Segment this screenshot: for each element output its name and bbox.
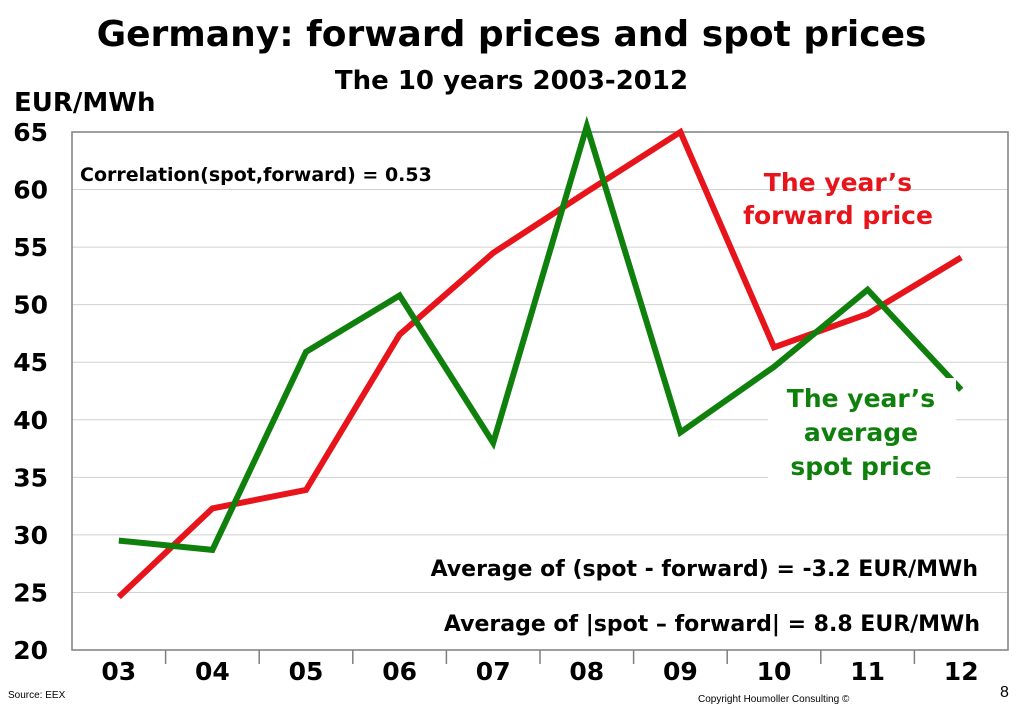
page-number: 8 xyxy=(1000,684,1009,701)
forward-series-label: The year’s forward price xyxy=(743,168,933,230)
x-tick-label: 06 xyxy=(382,657,417,686)
spot-series-label: The year’s average spot price xyxy=(787,384,935,481)
x-tick-label: 05 xyxy=(289,657,324,686)
spot-label-background xyxy=(768,378,956,484)
y-tick-label: 60 xyxy=(13,176,48,205)
spot-label-line: spot price xyxy=(790,452,931,481)
y-axis-unit: EUR/MWh xyxy=(14,88,156,118)
x-tick-label: 10 xyxy=(757,657,792,686)
x-tick-label: 08 xyxy=(569,657,604,686)
x-tick-label: 11 xyxy=(850,657,885,686)
y-tick-label: 35 xyxy=(13,463,48,492)
x-tick-label: 12 xyxy=(944,657,979,686)
y-tick-label: 50 xyxy=(13,291,48,320)
y-tick-label: 30 xyxy=(13,521,48,550)
y-tick-label: 25 xyxy=(13,578,48,607)
y-tick-label: 40 xyxy=(13,406,48,435)
y-tick-label: 20 xyxy=(13,636,48,665)
average-absolute-difference-annotation: Average of |spot – forward| = 8.8 EUR/MW… xyxy=(444,612,980,637)
spot-label-line: The year’s xyxy=(787,384,935,413)
x-tick-label: 07 xyxy=(476,657,511,686)
forward-label-line: forward price xyxy=(743,201,933,230)
y-tick-label: 65 xyxy=(13,118,48,147)
source-note: Source: EEX xyxy=(8,690,66,701)
spot-series-line xyxy=(118,115,964,554)
chart-subtitle: The 10 years 2003-2012 xyxy=(334,66,689,96)
x-tick-label: 09 xyxy=(663,657,698,686)
copyright-note: Copyright Houmoller Consulting © xyxy=(698,694,850,705)
y-tick-labels: 20 25 30 35 40 45 50 55 60 65 xyxy=(13,118,48,665)
series-lines xyxy=(116,115,964,600)
correlation-annotation: Correlation(spot,forward) = 0.53 xyxy=(80,164,432,186)
x-tick-label: 04 xyxy=(195,657,230,686)
average-difference-annotation: Average of (spot - forward) = -3.2 EUR/M… xyxy=(431,557,978,582)
y-tick-label: 55 xyxy=(13,233,48,262)
forward-label-line: The year’s xyxy=(764,168,912,197)
y-tick-label: 45 xyxy=(13,348,48,377)
spot-label-line: average xyxy=(804,418,918,447)
x-tick-labels: 03 04 05 06 07 08 09 10 11 12 xyxy=(101,650,979,686)
chart-title: Germany: forward prices and spot prices xyxy=(96,14,927,55)
x-tick-label: 03 xyxy=(101,657,136,686)
